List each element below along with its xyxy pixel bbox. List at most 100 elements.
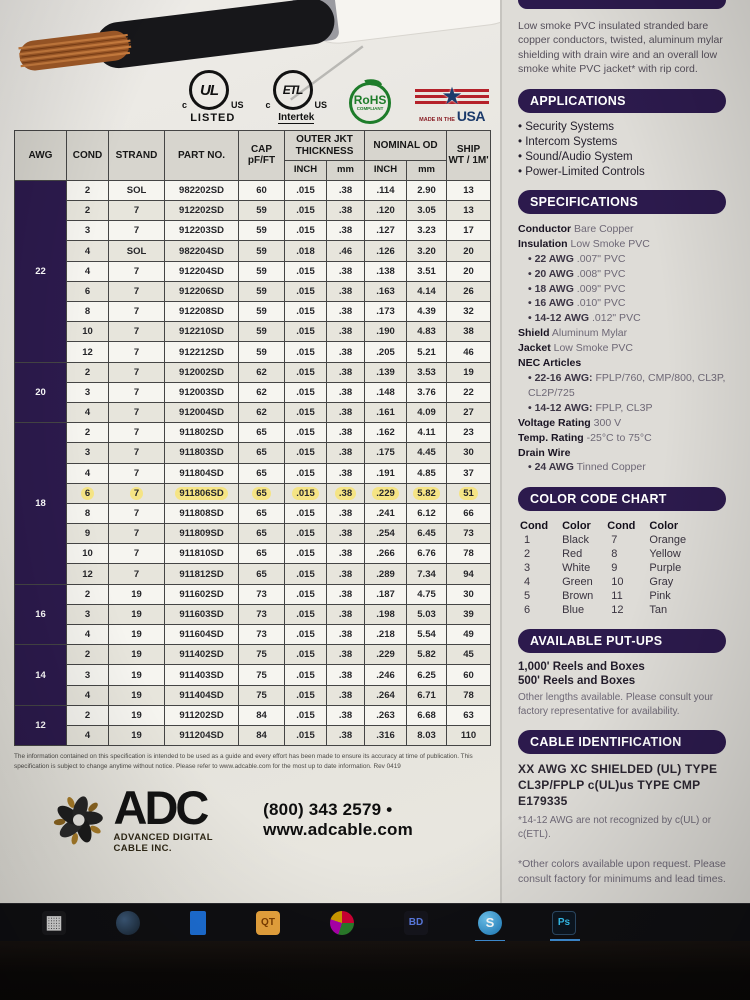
table-row: 4 19 911604SD 73.015.38.218 5.54 49 [14, 624, 492, 646]
table-cell: 6.45 [406, 523, 448, 545]
table-cell: .38 [325, 482, 366, 504]
folder-icon[interactable] [190, 910, 206, 935]
table-cell: 19 [108, 644, 165, 666]
table-cell: 6.25 [406, 664, 448, 686]
usa-pre-label: MADE IN THE [419, 117, 455, 123]
other-colors-note: *Other colors available upon request. Pl… [518, 858, 726, 885]
table-cell: .218 [364, 624, 408, 646]
footer: ADC ADVANCED DIGITAL CABLE INC. (800) 34… [0, 771, 500, 857]
table-cell: 911204SD [164, 724, 239, 747]
table-cell: 911809SD [164, 523, 239, 545]
table-row: 18 2 7 911802SD 65.015.38.162 4.11 23 [14, 422, 492, 585]
table-row: 8 7 912208SD 59.015.38.173 4.39 32 [14, 301, 492, 323]
table-cell: 6.68 [406, 704, 448, 726]
table-cell: 7 [108, 381, 165, 403]
table-cell: .015 [284, 603, 327, 626]
col-ship-wt: SHIP WT / 1M' [446, 130, 492, 181]
table-cell: 37 [446, 462, 492, 484]
table-cell: 4 [66, 624, 109, 646]
spec-bullet: • 22 AWG .007" PVC [528, 252, 626, 265]
table-cell: 13 [446, 200, 492, 222]
table-cell: 4.14 [406, 280, 448, 303]
photoshop-icon[interactable]: Ps [550, 910, 580, 941]
table-cell: 46 [446, 341, 492, 363]
color-code-row: 2 Red 8 Yellow [520, 547, 700, 561]
table-cell: .38 [325, 401, 366, 424]
cable-illustration [18, 0, 500, 101]
table-cell: 911404SD [164, 684, 239, 706]
table-row: 8 7 911808SD 65.015.38.241 6.12 66 [14, 502, 492, 525]
color-code-header: COLOR CODE CHART [518, 487, 726, 512]
color-code-col-header: Color [649, 520, 679, 533]
spec-bullet: • 14-12 AWG .012" PVC [528, 312, 641, 325]
spec-line: Conductor Bare Copper [518, 222, 634, 235]
color-code-row: 1 Black 7 Orange [520, 533, 700, 547]
specification-table: AWG COND STRAND PART NO. CAP pF/FT OUTER… [14, 130, 492, 747]
table-cell: 2 [66, 179, 109, 202]
table-cell: 7 [108, 482, 165, 504]
table-cell: 60 [238, 179, 285, 202]
table-cell: .015 [284, 644, 327, 666]
table-row: 4 19 911404SD 75.015.38.264 6.71 78 [14, 684, 492, 706]
col-part-no: PART NO. [164, 130, 239, 181]
table-cell: .38 [325, 543, 366, 565]
table-cell: 59 [238, 260, 285, 282]
table-row: 14 2 19 911402SD 75.015.38.229 5.82 45 [14, 644, 492, 706]
table-cell: 2 [66, 361, 109, 383]
table-cell: 65 [238, 462, 285, 484]
table-cell: 84 [238, 724, 285, 747]
cut-off-header-pill [518, 0, 726, 9]
table-cell: 3.20 [406, 240, 448, 262]
table-cell: 19 [446, 361, 492, 383]
table-cell: .015 [284, 280, 327, 303]
table-cell: 12 [66, 563, 109, 585]
table-cell: .175 [364, 442, 408, 464]
adc-subtitle: ADVANCED DIGITAL CABLE INC. [113, 831, 213, 854]
table-row: 22 2 SOL 982202SD 60.015.38.114 2.90 13 [14, 179, 492, 363]
table-cell: 5.54 [406, 624, 448, 646]
table-row: 3 19 911403SD 75.015.38.246 6.25 60 [14, 664, 492, 686]
browser-icon[interactable] [116, 910, 140, 935]
table-cell: 4.11 [406, 422, 448, 444]
table-cell: 911808SD [164, 502, 239, 525]
table-cell: .316 [364, 724, 408, 747]
table-cell: .138 [364, 260, 408, 282]
applications-list: • Security Systems • Intercom Systems • So… [518, 121, 738, 178]
awg-group-cell: 22 [14, 179, 67, 363]
table-cell: .205 [364, 341, 408, 363]
product-description: Low smoke PVC insulated stranded bare co… [518, 20, 723, 76]
table-cell: 7 [108, 321, 165, 343]
table-cell: .015 [284, 301, 327, 323]
table-row: 12 7 912212SD 59.015.38.205 5.21 46 [14, 341, 492, 363]
table-cell: 8 [66, 301, 109, 323]
table-cell: .38 [325, 502, 366, 525]
applications-header: APPLICATIONS [518, 88, 726, 113]
ul-us: US [231, 100, 244, 110]
media-player-icon[interactable] [330, 910, 354, 935]
table-cell: .015 [284, 563, 327, 585]
color-code-cell: 2 [524, 548, 531, 561]
table-cell: 59 [238, 280, 285, 303]
rohs-compliant-icon: RoHS COMPLIANT [349, 76, 392, 124]
table-cell: 3.23 [406, 220, 448, 242]
awg-group-cell: 20 [14, 361, 67, 424]
color-code-body: 1 Black 7 Orange 2 Red 8 Yellow 3 White 9 Purple 4 Gr… [520, 533, 700, 617]
table-cell: .015 [284, 321, 327, 343]
table-row: 10 7 912210SD 59.015.38.190 4.83 38 [14, 321, 492, 343]
table-cell: 911806SD [164, 482, 239, 504]
table-cell: .015 [284, 442, 327, 464]
table-row: 9 7 911809SD 65.015.38.254 6.45 73 [14, 523, 492, 545]
table-cell: 8 [66, 502, 109, 525]
skype-icon[interactable]: S [475, 910, 505, 942]
table-cell: 4.83 [406, 321, 448, 343]
start-grid-icon[interactable]: ▦ [42, 910, 66, 935]
quicktime-icon[interactable]: QT [256, 910, 280, 935]
table-cell: .38 [325, 563, 366, 585]
table-cell: 62 [238, 381, 285, 403]
table-cell: 4 [66, 462, 109, 484]
color-code-cell: 5 [524, 590, 531, 603]
table-cell: 982204SD [164, 240, 239, 262]
table-cell: 94 [446, 563, 492, 585]
bd-app-icon[interactable]: BD [404, 910, 428, 935]
table-cell: 19 [108, 664, 165, 686]
